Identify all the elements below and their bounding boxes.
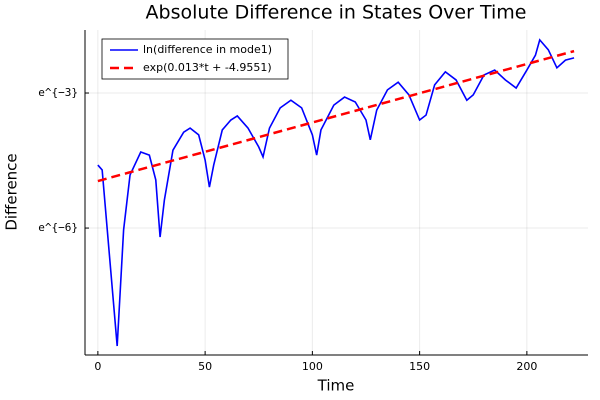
legend-label: exp(0.013*t + -4.9551) [143,61,272,74]
x-tick-label: 50 [198,360,212,373]
y-tick-label: e^{−6} [38,221,78,234]
x-tick-label: 150 [409,360,430,373]
x-axis-label: Time [317,377,355,395]
x-tick-label: 100 [302,360,323,373]
legend-box [101,38,289,80]
y-tick-label: e^{−3} [38,86,78,99]
x-tick-label: 0 [94,360,101,373]
data-line [97,49,575,183]
y-axis-label: Difference [3,153,21,230]
data-line [97,38,575,347]
legend-label: ln(difference in mode1) [143,43,272,56]
chart-title: Absolute Difference in States Over Time [146,2,527,24]
x-tick-label: 200 [516,360,537,373]
